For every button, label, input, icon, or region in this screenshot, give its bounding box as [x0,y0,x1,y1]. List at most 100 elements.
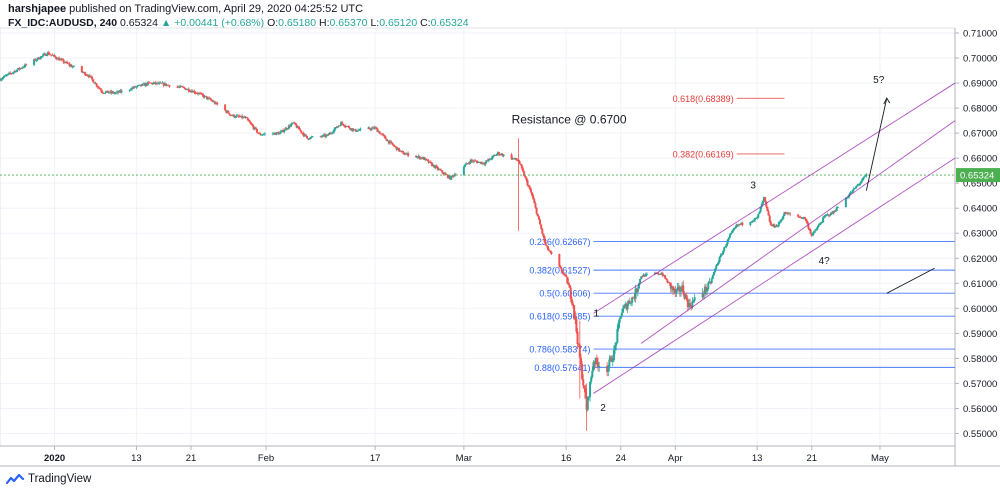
candle [462,165,465,176]
candle-body [587,396,590,398]
candle-body [0,79,3,81]
candle-body [426,159,429,161]
candle [728,233,731,239]
candle [423,156,426,161]
candle [296,125,299,129]
candle-body [261,134,264,136]
candle-body [147,82,150,84]
candle-body [272,133,275,134]
candle-body [479,161,482,164]
candle [101,89,104,94]
candle-body [822,217,825,222]
candle-body [675,290,678,294]
candle-body [152,82,155,85]
candle-body [14,70,17,72]
candle-body [192,90,195,93]
candle-body [258,133,261,135]
candle-body [828,215,831,216]
candle [545,245,548,248]
candle [703,284,706,299]
candle [12,71,15,75]
candle [391,142,394,145]
candle [284,126,287,131]
candle [662,274,665,277]
y-tick-label: 0.60000 [963,304,997,315]
candle [371,126,374,129]
tradingview-branding[interactable]: TradingView [6,472,91,486]
candle [667,281,670,284]
candle [191,89,194,93]
candle-body [34,59,37,61]
candle-body [395,146,398,150]
candle [820,220,823,224]
candle-body [337,125,340,127]
candle [627,299,630,306]
candle-body [290,124,293,127]
candle-body [240,115,243,117]
candle [609,355,612,362]
candle [764,197,767,203]
candle [487,158,490,163]
price-change: ▲ +0.00441 (+0.68%) [160,17,265,29]
candle-body [618,318,621,323]
candle-body [444,173,447,175]
candle [856,183,859,188]
candle-body [278,132,281,135]
candle [187,87,190,93]
candle-body [305,135,308,139]
candle [737,223,740,227]
candle-body [637,283,640,289]
candle [159,81,162,84]
candle-body [36,57,39,60]
candle [834,209,837,213]
candle [817,223,820,228]
candle-body [789,213,792,215]
candle [407,151,410,158]
candle [633,293,636,302]
candle [725,243,728,249]
candle [252,124,255,131]
candle [830,212,833,216]
candle [144,82,147,88]
candle [330,131,333,135]
candle-body [138,84,141,86]
candle [559,265,562,269]
candle-body [109,91,112,93]
candle-body [89,75,92,77]
candle [777,221,780,228]
candle-body [847,196,850,198]
candle-body [581,364,584,380]
candle [428,161,431,163]
candle [54,56,57,60]
candle [773,223,776,229]
fib-level-label: 0.786(0.58374) [529,345,590,355]
candle-body [277,132,280,135]
candle [453,172,456,177]
candle-body [134,86,137,88]
candle-body [327,134,330,136]
symbol-label[interactable]: FX_IDC:AUDUSD, 240 [8,17,118,29]
candle [763,196,765,203]
candle-body [45,55,48,56]
wave-1-label: 1 [593,308,599,319]
candle-body [593,362,596,365]
candle-body [537,216,540,220]
candle-body [309,137,312,139]
candle-body [406,153,409,154]
candle [474,159,477,162]
candle [207,96,210,101]
candle-body [639,278,642,284]
candle-body [341,122,344,124]
candle [2,75,5,80]
publisher-user[interactable]: harshjapee [8,3,67,15]
candle [753,217,756,223]
candle-body [535,207,538,214]
candle-body [146,82,149,86]
candle-body [8,72,11,74]
candle [736,224,739,227]
candle-body [753,218,756,221]
candle-body [434,166,437,168]
candle-body [582,379,585,386]
candle-body [58,58,61,61]
